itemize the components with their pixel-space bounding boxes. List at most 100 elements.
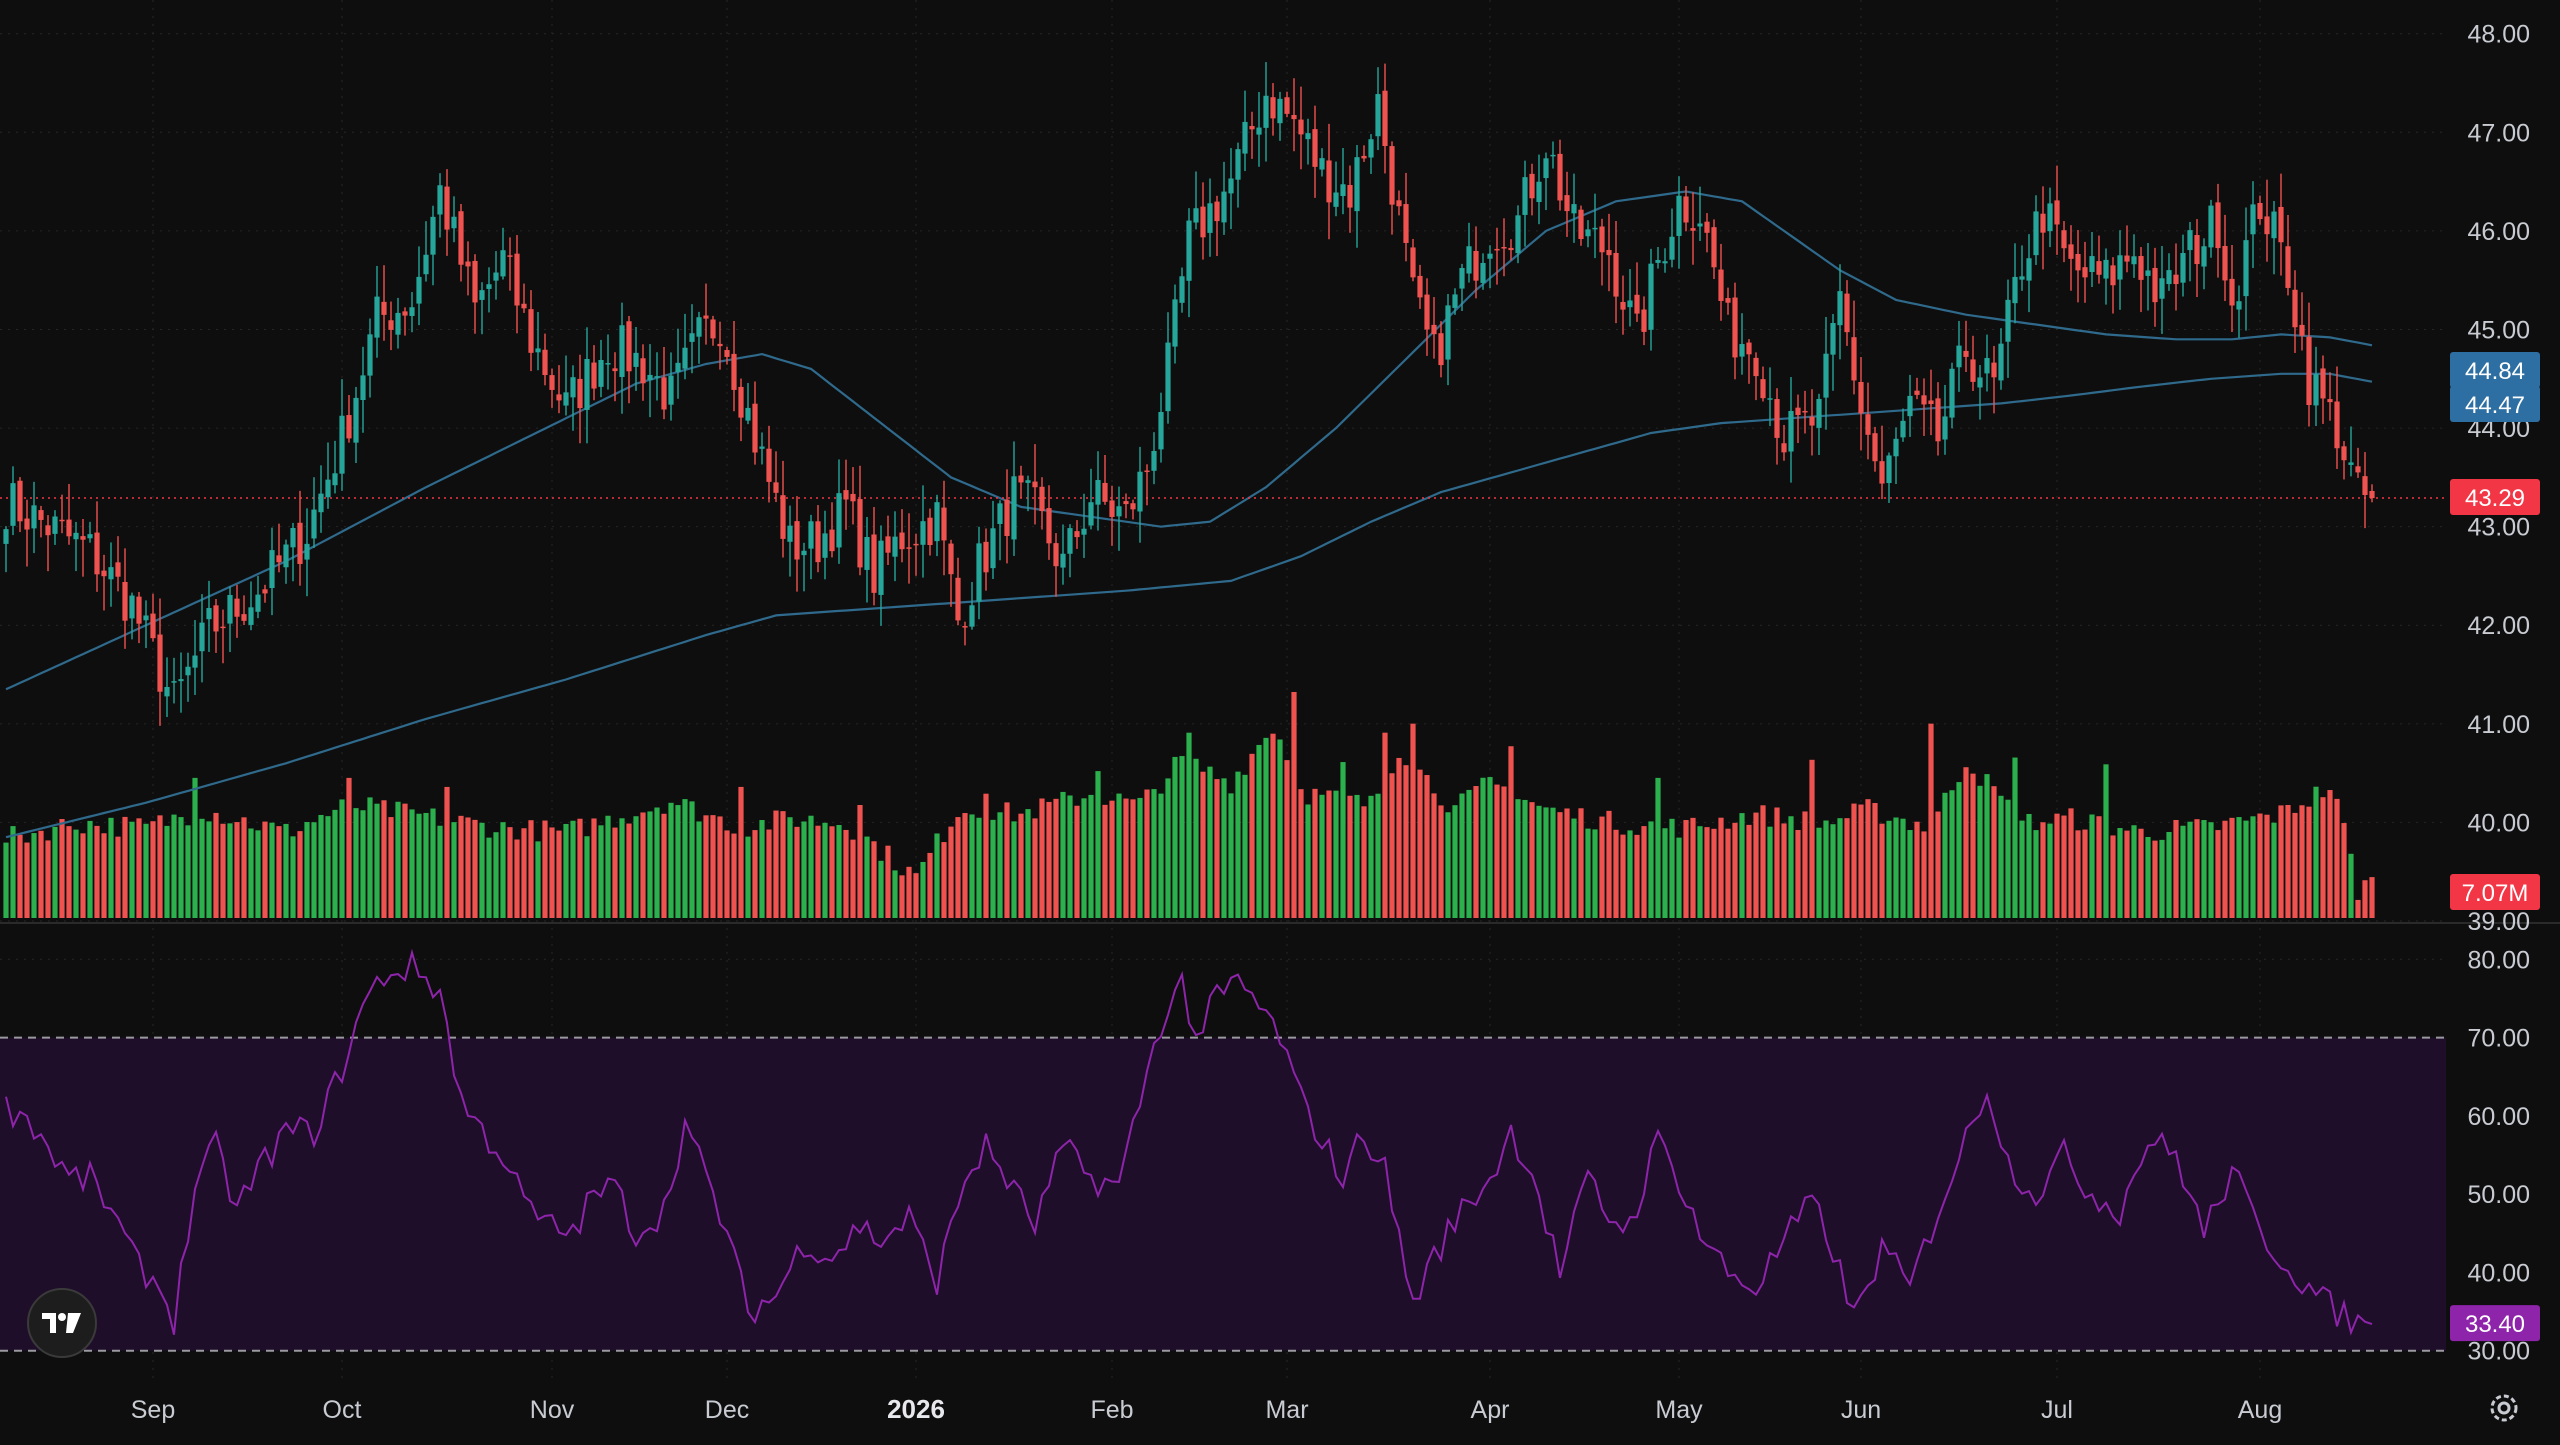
candle-body xyxy=(94,532,100,575)
candle-body xyxy=(143,615,149,621)
candle-body xyxy=(1004,499,1010,536)
candle-body xyxy=(1683,196,1689,223)
candle-body xyxy=(2257,202,2263,220)
candle-body xyxy=(1242,121,1248,154)
volume-bar xyxy=(1648,821,1654,918)
candle-body xyxy=(325,479,331,498)
volume-bar xyxy=(2236,817,2242,918)
volume-bar xyxy=(563,823,569,918)
volume-bar xyxy=(1998,795,2004,918)
volume-bar xyxy=(1249,753,1255,918)
candle-body xyxy=(2110,265,2116,286)
volume-bar xyxy=(1018,813,1024,918)
volume-bar xyxy=(2187,821,2193,918)
volume-bar xyxy=(1557,812,1563,918)
candle-body xyxy=(1354,157,1360,212)
volume-bar xyxy=(759,820,765,918)
volume-bar xyxy=(696,821,702,918)
candle-body xyxy=(479,290,485,300)
volume-bar xyxy=(647,811,653,918)
candle-body xyxy=(507,255,513,257)
volume-bar xyxy=(269,822,275,918)
candle-body xyxy=(696,317,702,337)
volume-bar xyxy=(2019,820,2025,918)
volume-bar xyxy=(885,845,891,918)
volume-bar xyxy=(584,836,590,918)
candle-body xyxy=(2264,216,2270,235)
volume-bar xyxy=(1851,803,1857,918)
candle-body xyxy=(2285,246,2291,288)
candle-body xyxy=(752,403,758,453)
volume-bar xyxy=(1991,786,1997,918)
volume-bar xyxy=(2222,820,2228,918)
candle-body xyxy=(1508,247,1514,251)
time-tick-label: Jul xyxy=(2041,1396,2073,1424)
tradingview-logo[interactable] xyxy=(27,1288,97,1358)
candle-body xyxy=(857,499,863,568)
candle-body xyxy=(885,536,891,553)
volume-bar xyxy=(185,825,191,918)
candle-body xyxy=(1739,344,1745,357)
ma-fast-badge-bg xyxy=(2450,352,2540,388)
candle-body xyxy=(1473,250,1479,281)
candle-body xyxy=(1046,508,1052,544)
candle-body xyxy=(500,250,506,277)
volume-bar xyxy=(1571,818,1577,918)
volume-bar xyxy=(1963,767,1969,918)
candle-body xyxy=(17,480,23,522)
candle-body xyxy=(1690,228,1696,231)
candle-body xyxy=(2362,476,2368,495)
candle-body xyxy=(1928,400,1934,405)
candle-body xyxy=(87,534,93,539)
candle-body xyxy=(31,505,37,529)
volume-bar xyxy=(899,875,905,918)
candle-body xyxy=(1452,294,1458,308)
candle-body xyxy=(1221,191,1227,223)
candle-body xyxy=(2040,213,2046,233)
volume-bar xyxy=(493,832,499,918)
volume-bar xyxy=(829,826,835,918)
candle-body xyxy=(1207,203,1213,233)
volume-bar xyxy=(1970,773,1976,918)
candle-body xyxy=(430,216,436,255)
candle-body xyxy=(2047,203,2053,232)
volume-bar xyxy=(1228,793,1234,918)
candle-body xyxy=(1298,119,1304,135)
candle-body xyxy=(556,394,562,401)
candle-body xyxy=(1368,139,1374,158)
volume-bar xyxy=(612,827,618,918)
settings-gear-icon[interactable] xyxy=(2486,1390,2522,1426)
volume-bar xyxy=(801,821,807,918)
volume-bar xyxy=(787,817,793,918)
candle-body xyxy=(1095,480,1101,505)
volume-bar xyxy=(472,819,478,918)
volume-bar xyxy=(31,833,37,918)
candle-body xyxy=(1543,158,1549,179)
volume-bar xyxy=(297,831,303,918)
candle-body xyxy=(1501,247,1507,249)
candle-body xyxy=(829,529,835,552)
time-tick-label: Mar xyxy=(1265,1396,1308,1424)
candle-body xyxy=(1340,184,1346,197)
volume-bar xyxy=(2110,835,2116,918)
candle-body xyxy=(2026,258,2032,281)
volume-bar xyxy=(1746,824,1752,918)
candle-body xyxy=(647,374,653,381)
volume-bar xyxy=(1697,826,1703,918)
volume-bar xyxy=(1984,774,1990,918)
volume-bar xyxy=(514,839,520,918)
candle-body xyxy=(927,517,933,546)
volume-bar xyxy=(920,861,926,918)
candle-body xyxy=(2012,276,2018,304)
candle-body xyxy=(2075,253,2081,271)
volume-bar xyxy=(654,807,660,918)
volume-bar xyxy=(157,815,163,918)
candle-body xyxy=(458,211,464,265)
volume-bar xyxy=(2152,840,2158,918)
volume-bar xyxy=(2229,817,2235,918)
candle-body xyxy=(1025,480,1031,483)
volume-bar xyxy=(318,814,324,918)
candle-body xyxy=(381,301,387,315)
